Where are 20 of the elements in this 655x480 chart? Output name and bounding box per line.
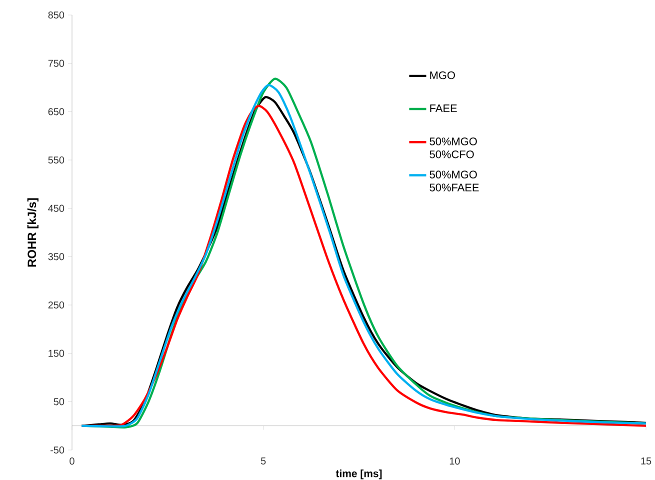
y-tick-label: -50 [50, 446, 64, 454]
y-tick-label: 50 [54, 398, 64, 406]
x-axis-title: time [ms] [336, 470, 382, 480]
x-tick-label: 5 [260, 458, 266, 464]
x-tick-label: 15 [641, 458, 652, 464]
x-tick-label: 0 [70, 458, 74, 465]
y-tick-label: 850 [48, 11, 64, 19]
y-axis-title: ROHR [kJ/s] [27, 198, 38, 267]
legend-label: FAEE [430, 104, 457, 112]
y-tick-label: 150 [48, 350, 64, 357]
legend-label: 50%MGO 50%FAEE [430, 170, 479, 192]
y-tick-label: 250 [48, 301, 64, 309]
y-tick-label: 450 [48, 204, 64, 212]
y-tick-label: 750 [48, 60, 64, 67]
y-tick-label: 350 [48, 253, 64, 260]
legend-label: MGO [430, 71, 455, 80]
y-tick-label: 650 [48, 108, 64, 116]
y-tick-label: 550 [48, 156, 64, 164]
legend-label: 50%MGO 50%CFO [430, 138, 477, 158]
x-tick-label: 10 [450, 458, 460, 465]
